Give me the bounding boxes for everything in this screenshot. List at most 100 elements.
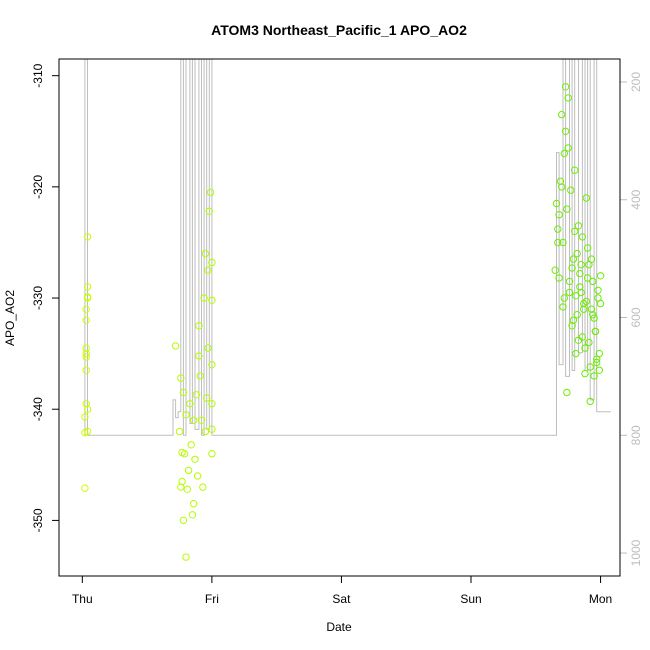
data-point	[572, 292, 580, 300]
x-tick-label: Mon	[589, 592, 612, 606]
data-point	[569, 316, 578, 324]
data-point	[593, 358, 601, 367]
data-point	[582, 194, 590, 202]
data-point	[186, 400, 194, 408]
plot-frame	[58, 58, 621, 577]
data-point	[590, 372, 598, 380]
data-point	[82, 316, 90, 324]
data-point	[188, 511, 197, 519]
data-point	[560, 294, 568, 302]
data-point	[558, 110, 566, 119]
data-point	[574, 222, 583, 230]
data-point	[83, 427, 92, 436]
data-point	[559, 303, 567, 311]
data-point	[555, 211, 563, 219]
data-point	[591, 327, 600, 336]
data-point	[82, 353, 90, 361]
data-point	[191, 455, 199, 463]
data-point	[190, 500, 198, 508]
data-point	[589, 311, 597, 319]
data-point	[595, 349, 603, 358]
y-tick-label: -350	[31, 508, 45, 532]
data-point	[569, 255, 578, 263]
data-point	[204, 266, 212, 274]
data-point	[558, 183, 566, 191]
y2-tick-label: 1000	[629, 539, 643, 566]
data-point	[182, 553, 190, 561]
data-point	[206, 188, 215, 197]
y2-tick-label: 800	[629, 425, 643, 445]
data-point	[83, 293, 92, 301]
data-point	[179, 388, 188, 397]
data-point	[586, 363, 594, 371]
data-point	[208, 361, 216, 369]
data-point	[596, 299, 605, 308]
data-point	[564, 94, 572, 102]
data-point	[203, 394, 211, 402]
data-point	[208, 296, 216, 304]
data-point	[196, 372, 204, 380]
data-point	[82, 400, 90, 408]
data-point	[82, 349, 90, 358]
data-point	[561, 127, 570, 136]
x-axis-label: Date	[326, 620, 352, 634]
data-point	[184, 466, 193, 475]
data-point	[199, 483, 207, 491]
data-point	[574, 336, 583, 344]
data-point	[560, 149, 568, 158]
data-point	[193, 472, 202, 480]
data-point	[177, 374, 185, 382]
y2-tick-label: 600	[629, 307, 643, 327]
data-point	[205, 207, 214, 216]
data-point	[580, 305, 588, 313]
data-point	[555, 274, 563, 282]
y-axis-label: APO_AO2	[3, 290, 17, 346]
data-point	[581, 344, 589, 352]
y-tick-label: -330	[31, 286, 45, 310]
data-point	[551, 266, 559, 274]
data-point	[565, 277, 574, 286]
data-point	[200, 294, 208, 302]
data-point	[179, 516, 188, 525]
data-point	[182, 411, 190, 419]
data-point	[204, 344, 212, 352]
axes-layer: Thu Fri Sat Sun Mon -310 -320 -330 -340 -350 200 40…	[31, 63, 643, 606]
data-point	[585, 338, 593, 347]
data-point	[187, 441, 195, 449]
data-point	[208, 258, 216, 267]
data-point	[208, 400, 216, 408]
data-point	[581, 369, 589, 378]
data-point	[568, 322, 576, 330]
chart-title: ATOM3 Northeast_Pacific_1 APO_AO2	[211, 22, 467, 38]
points-group	[81, 83, 605, 561]
data-point	[175, 427, 184, 436]
data-point	[587, 255, 596, 263]
y2-tick-label: 400	[629, 189, 643, 209]
data-point	[208, 450, 216, 458]
data-point	[552, 199, 561, 208]
data-point	[82, 344, 90, 352]
data-point	[178, 477, 186, 486]
x-tick-label: Thu	[72, 592, 93, 606]
data-point	[565, 288, 574, 297]
data-point	[201, 427, 210, 436]
data-point	[181, 450, 189, 458]
data-point	[577, 261, 585, 269]
data-point	[571, 166, 579, 174]
y2-tick-label: 200	[629, 72, 643, 92]
data-point	[596, 272, 605, 280]
data-point	[573, 249, 581, 258]
data-point	[82, 305, 90, 313]
data-point	[192, 391, 201, 399]
data-point	[201, 249, 210, 258]
data-point	[586, 397, 594, 406]
data-point	[582, 297, 590, 306]
x-tick-label: Sun	[460, 592, 481, 606]
data-point	[583, 244, 592, 252]
data-point	[208, 425, 216, 433]
data-point	[195, 352, 203, 360]
data-point	[81, 484, 89, 492]
data-point	[177, 483, 185, 491]
x-tick-label: Fri	[205, 592, 219, 606]
y-tick-label: -320	[31, 175, 45, 199]
